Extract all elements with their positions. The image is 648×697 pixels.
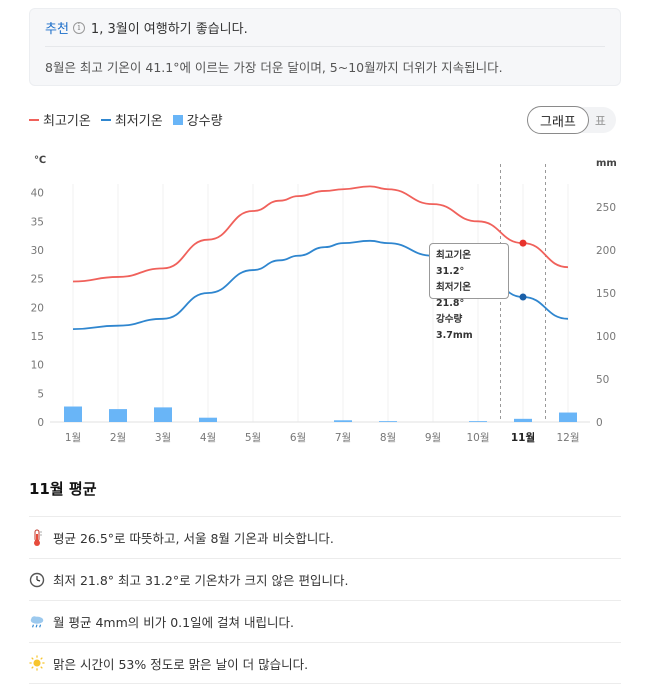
rain-bar	[199, 417, 217, 422]
clock-icon	[29, 572, 45, 588]
info-icon[interactable]: i	[72, 21, 85, 34]
legend-rain-label: 강수량	[186, 114, 223, 129]
left-tick-label: 5	[37, 388, 44, 400]
tooltip-rain: 강수량 3.7mm	[436, 314, 473, 341]
x-tick-label: 2월	[110, 432, 126, 444]
view-toggle: 그래프 표	[527, 106, 616, 134]
x-tick-label: 5월	[245, 432, 261, 444]
right-tick-label: 150	[596, 288, 616, 300]
rain-bar	[514, 418, 532, 422]
graph-view-button[interactable]: 그래프	[527, 106, 589, 134]
right-tick-label: 100	[596, 331, 616, 343]
fact-range-text: 최저 21.8° 최고 31.2°로 기온차가 크지 않은 편입니다.	[53, 573, 349, 588]
rain-bar	[334, 420, 352, 422]
recommend-text: 1, 3월이 여행하기 좋습니다.	[90, 22, 248, 37]
x-tick-label: 12월	[556, 432, 579, 444]
right-tick-label: 0	[596, 417, 603, 429]
x-tick-label: 10월	[466, 432, 489, 444]
fact-temperature-text: 평균 26.5°로 따뜻하고, 서울 8월 기온과 비슷합니다.	[53, 531, 334, 546]
left-tick-label: 30	[31, 245, 44, 257]
chart-tooltip: 최고기온 31.2° 최저기온 21.8° 강수량 3.7mm	[429, 243, 509, 341]
climate-chart[interactable]: ℃ mm 0 5 10 15 20 25 30 35 40 0 50 100 150 200 250 1월 2월 3월…	[0, 150, 648, 455]
x-tick-label: 1월	[65, 432, 81, 444]
left-tick-label: 40	[31, 188, 44, 200]
rain-bar	[64, 406, 82, 422]
legend-min-line	[100, 118, 111, 121]
rain-bar	[109, 409, 127, 422]
legend-max-temp: 최고기온	[29, 110, 91, 129]
tooltip-min: 최저기온 21.8°	[436, 282, 471, 309]
x-tick-label: 11월	[511, 431, 535, 444]
right-tick-label: 50	[596, 374, 609, 386]
left-tick-label: 10	[31, 360, 44, 372]
right-axis-unit: mm	[596, 158, 617, 169]
legend-min-temp: 최저기온	[100, 110, 163, 129]
rain-bar	[154, 407, 172, 422]
fact-rain-text: 월 평균 4mm의 비가 0.1일에 걸쳐 내립니다.	[53, 615, 294, 630]
left-tick-label: 35	[31, 216, 44, 228]
recommendation-header: 추천 i 1, 3월이 여행하기 좋습니다.	[45, 9, 605, 47]
x-tick-label: 4월	[200, 432, 216, 444]
x-tick-label: 7월	[335, 432, 351, 444]
x-tick-label: 8월	[380, 432, 396, 444]
recommend-tag: 추천	[45, 22, 69, 37]
x-tick-label: 9월	[425, 432, 441, 444]
legend-max-line	[29, 118, 39, 121]
rain-bar	[559, 412, 577, 422]
chart-legend: 최고기온 최저기온 강수량	[29, 110, 233, 129]
fact-range: 최저 21.8° 최고 31.2°로 기온차가 크지 않은 편입니다.	[29, 558, 621, 600]
left-tick-label: 15	[31, 331, 44, 343]
average-title: 11월 평균	[29, 480, 97, 498]
rain-bar	[469, 421, 487, 422]
x-tick-label: 6월	[290, 432, 306, 444]
thermometer-icon	[29, 529, 45, 546]
left-axis-unit: ℃	[34, 155, 46, 166]
recommendation-box: 추천 i 1, 3월이 여행하기 좋습니다. 8월은 최고 기온이 41.1°에…	[29, 8, 621, 86]
sun-icon	[29, 655, 45, 671]
fact-sunshine-text: 맑은 시간이 53% 정도로 맑은 날이 더 많습니다.	[53, 656, 309, 672]
fact-sunshine: 맑은 시간이 53% 정도로 맑은 날이 더 많습니다.	[29, 642, 621, 684]
x-tick-label: 3월	[155, 432, 171, 444]
rain-cloud-icon	[29, 614, 45, 630]
legend-rain: 강수량	[172, 110, 223, 129]
max-temp-point	[519, 239, 527, 247]
legend-max-label: 최고기온	[43, 114, 91, 129]
tooltip-max: 최고기온 31.2°	[436, 250, 471, 277]
average-facts: 평균 26.5°로 따뜻하고, 서울 8월 기온과 비슷합니다. 최저 21.8…	[29, 516, 621, 684]
recommend-description: 8월은 최고 기온이 41.1°에 이르는 가장 더운 달이며, 5~10월까지…	[45, 59, 503, 75]
left-tick-label: 0	[37, 417, 44, 429]
left-tick-label: 20	[31, 302, 44, 314]
left-tick-label: 25	[31, 274, 44, 286]
legend-min-label: 최저기온	[114, 114, 163, 129]
legend-rain-box	[172, 114, 183, 125]
max-temp-line	[72, 185, 569, 283]
rain-bar	[379, 421, 397, 422]
right-tick-label: 250	[596, 202, 616, 214]
min-temp-point	[519, 293, 527, 301]
fact-temperature: 평균 26.5°로 따뜻하고, 서울 8월 기온과 비슷합니다.	[29, 516, 621, 558]
right-tick-label: 200	[596, 245, 616, 257]
fact-rain: 월 평균 4mm의 비가 0.1일에 걸쳐 내립니다.	[29, 600, 621, 642]
